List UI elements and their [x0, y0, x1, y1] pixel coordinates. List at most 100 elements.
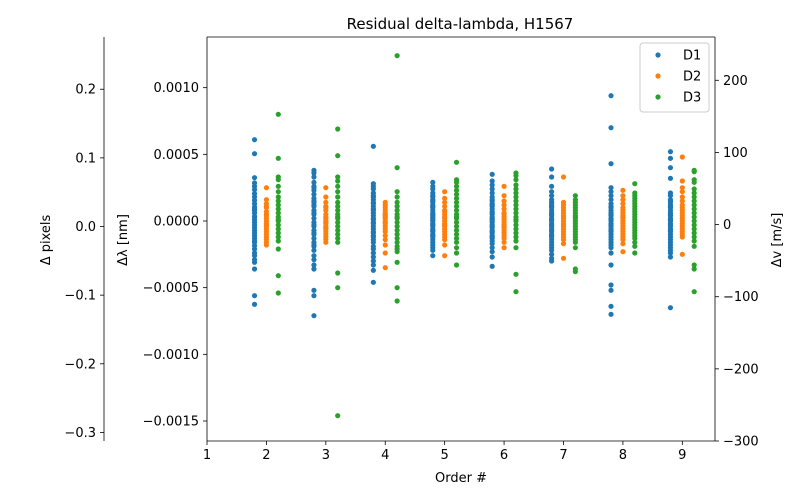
data-point: [501, 239, 507, 245]
data-point: [370, 254, 376, 260]
data-point: [501, 217, 507, 223]
data-point: [549, 251, 555, 257]
data-point: [620, 249, 626, 255]
data-point: [513, 206, 519, 212]
data-point: [513, 245, 519, 251]
data-point: [370, 201, 376, 207]
data-point: [335, 178, 341, 184]
legend: D1 D2 D3: [639, 42, 710, 113]
data-point: [608, 211, 614, 217]
data-point: [275, 230, 281, 236]
data-point: [679, 234, 685, 240]
data-point: [501, 235, 507, 241]
data-point: [430, 247, 436, 253]
data-point: [549, 199, 555, 205]
data-point: [667, 198, 674, 204]
data-point: [513, 230, 519, 236]
data-point: [608, 262, 614, 268]
data-point: [679, 185, 685, 191]
data-point: [394, 219, 400, 225]
legend-marker-d1: [655, 52, 661, 58]
data-point: [370, 229, 376, 235]
data-point: [394, 207, 400, 213]
data-point: [549, 193, 555, 199]
data-point: [335, 126, 341, 132]
data-point: [632, 250, 638, 256]
data-point: [679, 154, 685, 160]
data-point: [335, 189, 341, 195]
pixel-tick-label: −0.1: [64, 289, 96, 304]
legend-marker-d2: [655, 73, 661, 79]
data-point: [251, 266, 258, 272]
data-point: [394, 214, 400, 220]
data-point: [251, 137, 258, 143]
x-tick-label: 5: [441, 448, 449, 463]
data-point: [489, 241, 495, 247]
data-point: [667, 165, 674, 171]
data-point: [608, 203, 614, 209]
data-point: [608, 282, 614, 288]
data-point: [608, 227, 614, 233]
data-point: [501, 183, 507, 189]
x-tick-label: 8: [619, 448, 627, 463]
data-point: [394, 298, 400, 304]
data-point: [667, 193, 674, 199]
data-point: [572, 239, 578, 245]
data-point: [549, 203, 555, 209]
data-point: [691, 214, 697, 220]
data-point: [667, 211, 674, 217]
data-point: [608, 197, 614, 203]
data-point: [275, 290, 281, 296]
data-point: [679, 194, 685, 200]
data-point: [430, 186, 436, 192]
data-point: [311, 313, 317, 319]
data-point: [275, 198, 281, 204]
pixel-tick-label: 0.2: [75, 83, 96, 98]
data-point: [667, 217, 674, 223]
data-point: [679, 189, 685, 195]
data-point: [608, 161, 614, 167]
pixel-tick-label: 0.0: [75, 220, 96, 235]
data-point: [311, 185, 317, 191]
data-point: [501, 211, 507, 217]
data-point: [691, 190, 697, 196]
y-axis-label: Δλ [nm]: [116, 214, 131, 266]
data-point: [453, 179, 460, 185]
data-point: [489, 178, 495, 184]
data-point: [370, 262, 376, 268]
data-point: [513, 182, 519, 188]
data-point: [394, 231, 400, 237]
data-point: [251, 187, 258, 193]
data-point: [275, 194, 281, 200]
data-point: [335, 219, 341, 225]
data-point: [275, 210, 281, 216]
data-point: [251, 151, 258, 157]
data-point: [251, 175, 258, 181]
data-point: [667, 222, 674, 228]
data-point: [370, 258, 376, 264]
pixel-tick-label: −0.3: [64, 426, 96, 441]
data-point: [453, 199, 460, 205]
data-point: [430, 194, 436, 200]
data-point: [513, 190, 519, 196]
data-point: [311, 191, 317, 197]
velocity-tick-label: 100: [723, 146, 748, 161]
data-point: [311, 222, 317, 228]
data-point: [335, 227, 341, 233]
data-point: [263, 185, 270, 191]
data-point: [251, 214, 258, 220]
data-point: [667, 250, 674, 256]
data-point: [311, 215, 317, 221]
data-point: [667, 227, 674, 233]
x-tick-label: 1: [203, 448, 211, 463]
velocity-axis-ticks: −300 −200 −100 0 100 200: [715, 74, 759, 450]
data-point: [691, 210, 697, 216]
data-point: [691, 218, 697, 224]
data-point: [453, 195, 460, 201]
data-point: [608, 189, 614, 195]
y-tick-label: 0.0000: [154, 215, 200, 230]
data-point: [311, 253, 317, 259]
data-point: [394, 227, 400, 233]
data-point: [394, 249, 400, 255]
data-point: [632, 243, 638, 249]
